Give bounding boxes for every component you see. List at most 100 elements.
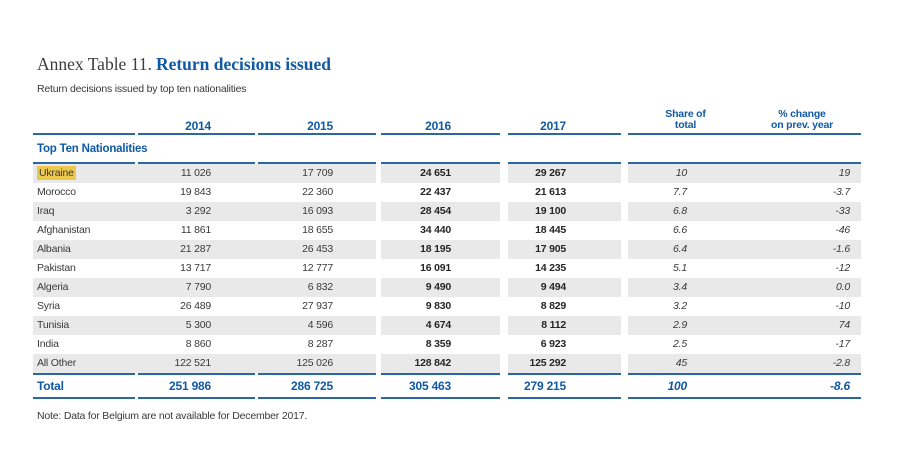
value-pct-change: -17 [835,338,850,350]
table-body: Ukraine 11 026 17 709 24 651 29 267 10 19 Moroc… [33,164,861,373]
value-share-of-total: 6.4 [628,240,743,259]
pct-header-line1: % change [778,109,826,120]
value-2016: 9 830 [425,300,451,312]
value-2015: 17 709 [258,164,376,183]
column-gap [621,316,628,335]
value-2017: 18 445 [535,224,566,236]
column-gap [500,221,508,240]
section-rule [33,162,861,164]
total-2016: 305 463 [409,379,451,393]
value-2017: 17 905 [508,240,621,259]
col-header-pct-change: % change on prev. year [743,109,861,133]
value-2014: 3 292 [138,202,258,221]
value-2014: 26 489 [180,300,211,312]
column-gap [376,278,381,297]
column-gap [621,164,628,183]
column-gap [376,335,381,354]
value-pct-change: -2.8 [743,354,861,373]
value-share-of-total: 7.7 [673,186,687,198]
table-row: All Other 122 521 125 026 128 842 125 292 45-… [33,354,861,373]
table-subtitle: Return decisions issued by top ten natio… [37,83,247,95]
value-2017: 8 112 [508,316,621,335]
value-2014: 5 300 [138,316,258,335]
col-header-2017: 2017 [540,119,566,133]
column-gap [376,316,381,335]
column-gap [500,297,508,316]
value-2015: 4 596 [258,316,376,335]
share-header-line2: total [674,119,697,131]
table-row: India 8 860 8 287 8 359 6 923 2.5 -17 [33,335,861,354]
column-gap [500,278,508,297]
section-header-row: Top Ten Nationalities [33,135,861,162]
value-2017: 6 923 [540,338,566,350]
value-2016: 18 195 [381,240,500,259]
column-gap [376,354,381,373]
value-2015: 27 937 [302,300,333,312]
value-2016: 16 091 [420,262,451,274]
value-2014: 19 843 [180,186,211,198]
value-2014: 11 026 [138,164,258,183]
table-row: Iraq 3 292 16 093 28 454 19 100 6.8 -33 [33,202,861,221]
row-label: Ukraine [33,164,138,183]
value-share-of-total: 2.9 [628,316,743,335]
table-row: Pakistan 13 717 12 777 16 091 14 235 5.1 -12 [33,259,861,278]
value-2016: 128 842 [381,354,500,373]
column-gap [500,183,508,202]
column-gap [621,335,628,354]
value-2014: 122 521 [138,354,258,373]
row-label: Syria [37,300,60,312]
total-share: 100 [667,379,688,393]
value-2016: 4 674 [381,316,500,335]
value-share-of-total: 6.6 [673,224,687,236]
table-row: Albania 21 287 26 453 18 195 17 905 6.4 -1.6 [33,240,861,259]
value-pct-change: -3.7 [832,186,850,198]
value-2015: 26 453 [258,240,376,259]
value-2015: 8 287 [307,338,333,350]
total-2015: 286 725 [291,379,333,393]
footnote: Note: Data for Belgium are not available… [37,410,308,422]
column-gap [376,259,381,278]
column-gap [621,375,628,397]
value-2014: 13 717 [180,262,211,274]
column-gap [621,297,628,316]
column-gap [500,259,508,278]
column-gap [500,316,508,335]
value-2017: 8 829 [540,300,566,312]
value-2014: 21 287 [138,240,258,259]
row-label: Algeria [33,278,138,297]
col-header-2014: 2014 [185,119,211,133]
row-label: Pakistan [37,262,76,274]
value-2015: 18 655 [302,224,333,236]
table-row: Tunisia 5 300 4 596 4 674 8 112 2.9 74 [33,316,861,335]
header-rule [33,133,861,135]
column-gap [621,202,628,221]
column-gap [621,183,628,202]
value-share-of-total: 5.1 [673,262,687,274]
column-gap [376,375,381,397]
total-pct-change: -8.6 [830,379,850,393]
value-2015: 6 832 [258,278,376,297]
value-2015: 22 360 [302,186,333,198]
total-row: Total 251 986 286 725 305 463 279 215 10… [33,375,861,397]
total-label: Total [37,379,64,393]
value-2015: 16 093 [258,202,376,221]
value-2017: 125 292 [508,354,621,373]
value-2017: 14 235 [535,262,566,274]
row-label: All Other [33,354,138,373]
row-label: Afghanistan [37,224,91,236]
table-row: Morocco 19 843 22 360 22 437 21 613 7.7 -3.7 [33,183,861,202]
return-decisions-table: 2014 2015 2016 2017 Share of total % cha… [33,101,861,399]
value-2014: 11 861 [180,224,211,236]
table-row: Syria 26 489 27 937 9 830 8 829 3.2 -10 [33,297,861,316]
column-gap [621,259,628,278]
column-gap [621,221,628,240]
value-2016: 34 440 [420,224,451,236]
row-label: Morocco [37,186,76,198]
bottom-rule [33,397,861,399]
row-label: Albania [33,240,138,259]
value-2016: 28 454 [381,202,500,221]
column-gap [621,354,628,373]
value-2017: 29 267 [508,164,621,183]
column-gap [376,164,381,183]
row-label: Iraq [33,202,138,221]
